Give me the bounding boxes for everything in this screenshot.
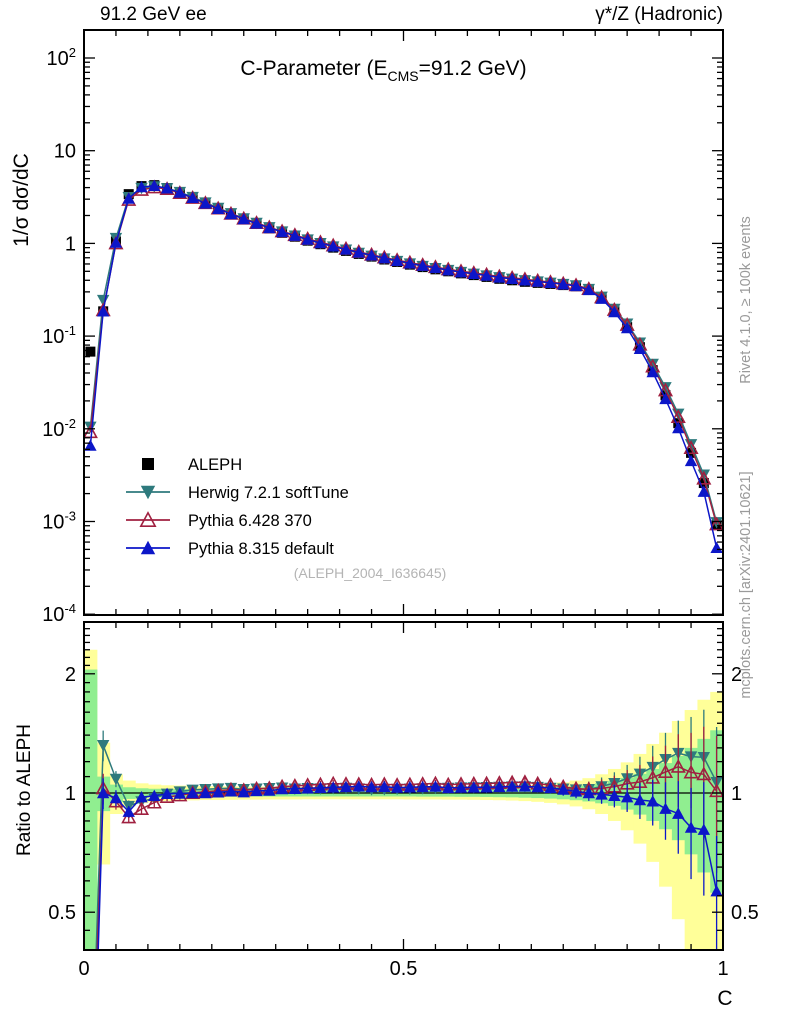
xaxis-label: C (717, 987, 732, 1010)
ratio-ylabel: Ratio to ALEPH (14, 724, 35, 856)
ratio-ytick-label: 1 (65, 783, 76, 805)
ratio-ytick-label-right: 0.5 (731, 902, 759, 924)
ratio-series-group (95, 709, 723, 950)
main-ytick-label: 10-1 (42, 323, 76, 348)
series-pythia (84, 179, 723, 554)
ratio-ytick-label: 0.5 (48, 902, 76, 924)
ratio-ytick-label: 2 (65, 664, 76, 686)
legend-item[interactable]: Herwig 7.2.1 softTune (126, 484, 349, 502)
main-ylabel: 1/σ dσ/dC (10, 153, 33, 247)
series-pythia (84, 179, 723, 531)
main-ytick-label: 10-4 (42, 601, 76, 626)
legend-item[interactable]: ALEPH (142, 456, 242, 474)
main-ytick-label: 1 (65, 233, 76, 255)
xtick-label: 0 (78, 958, 89, 980)
main-ytick-label: 102 (47, 45, 76, 70)
main-series-group (84, 179, 723, 554)
series-herwig (84, 181, 723, 529)
xtick-label: 1 (717, 958, 728, 980)
right-caption-bottom: mcplots.cern.ch [arXiv:2401.10621] (738, 471, 754, 698)
header-right: γ*/Z (Hadronic) (595, 4, 723, 25)
ratio-ytick-label-right: 1 (731, 783, 742, 805)
legend-item[interactable]: Pythia 6.428 370 (126, 511, 312, 530)
main-ytick-label: 10-3 (42, 509, 76, 534)
plot-title: C-Parameter (ECMS=91.2 GeV) (240, 57, 526, 84)
legend-label: Pythia 8.315 default (188, 540, 334, 558)
xtick-label: 0.5 (390, 958, 418, 980)
ratio-ytick-label-right: 2 (731, 664, 742, 686)
legend-label: Pythia 6.428 370 (188, 512, 312, 530)
legend-label: Herwig 7.2.1 softTune (188, 484, 349, 502)
right-caption-top: Rivet 4.1.0, ≥ 100k events (738, 216, 754, 384)
legend-label: ALEPH (188, 456, 242, 474)
legend-item[interactable]: Pythia 8.315 default (126, 540, 334, 558)
main-ytick-label: 10 (54, 141, 76, 163)
series-aleph (85, 180, 722, 530)
header-left: 91.2 GeV ee (100, 4, 207, 25)
main-ytick-label: 10-2 (42, 416, 76, 441)
ratio-series-pythia-8.315 (96, 778, 723, 950)
dataset-watermark: (ALEPH_2004_I636645) (294, 565, 447, 581)
